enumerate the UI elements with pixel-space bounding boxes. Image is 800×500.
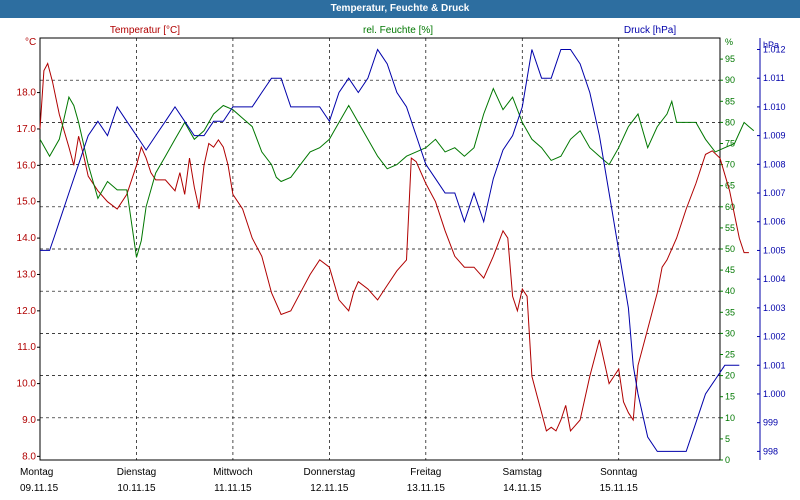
temp-tick-label: 16.0	[17, 160, 37, 171]
x-tick-day: Sonntag	[600, 467, 637, 478]
temp-tick-label: 8.0	[22, 451, 36, 462]
temp-tick-label: 18.0	[17, 88, 37, 99]
x-tick-date: 13.11.15	[407, 483, 446, 494]
axis-labels: °C% hPa Temperatur [°C] rel. Feuchte [%] Dru…	[20, 25, 779, 494]
hum-tick-label: 5	[725, 434, 730, 444]
grid	[40, 38, 720, 460]
pres-tick-label: 1.001	[763, 360, 786, 370]
hum-tick-label: 30	[725, 328, 735, 338]
pres-tick-label: 1.011	[763, 73, 785, 83]
hum-tick-label: 10	[725, 413, 735, 423]
hum-tick-label: 80	[725, 117, 735, 127]
temp-tick-label: 9.0	[22, 415, 36, 426]
x-tick-day: Donnerstag	[304, 467, 356, 478]
hum-tick-label: 35	[725, 307, 735, 317]
pres-tick-label: 998	[763, 446, 778, 456]
temp-tick-label: 12.0	[17, 306, 37, 317]
pres-tick-label: 1.002	[763, 332, 786, 342]
x-tick-day: Mittwoch	[213, 467, 252, 478]
hum-unit: %	[725, 37, 733, 47]
temp-unit: °C	[25, 37, 36, 48]
series-humidity-line	[39, 87, 755, 258]
hum-tick-label: 25	[725, 350, 735, 360]
x-tick-date: 11.11.15	[214, 483, 252, 494]
hum-tick-label: 95	[725, 54, 735, 64]
series-temperature-line	[39, 62, 749, 432]
x-tick-date: 15.11.15	[600, 483, 639, 494]
temp-tick-label: 11.0	[17, 342, 36, 353]
pres-tick-label: 1.005	[763, 245, 786, 255]
hum-tick-label: 75	[725, 139, 735, 149]
x-tick-date: 09.11.15	[20, 483, 59, 494]
series-pressure-line	[40, 48, 740, 452]
x-tick-day: Montag	[20, 467, 53, 478]
humidity-axis-title: rel. Feuchte [%]	[363, 25, 433, 36]
pres-tick-label: 1.004	[763, 274, 786, 284]
series-lines	[39, 48, 755, 452]
pres-tick-label: 1.008	[763, 159, 786, 169]
hum-tick-label: 0	[725, 455, 730, 465]
hum-tick-label: 60	[725, 202, 735, 212]
pres-tick-label: 1.010	[763, 102, 786, 112]
hum-tick-label: 45	[725, 265, 735, 275]
hum-tick-label: 90	[725, 75, 735, 85]
chart-canvas: 8.0 9.0 10.0 11.0 12.0 13.0 14.0 15.0 16.0 17.0 18…	[17, 25, 786, 494]
axes: 8.0 9.0 10.0 11.0 12.0 13.0 14.0 15.0 16.0 17.0 18…	[17, 37, 786, 465]
pres-tick-label: 1.012	[763, 44, 786, 54]
temp-tick-label: 17.0	[17, 124, 37, 135]
temp-tick-label: 15.0	[17, 197, 37, 208]
hum-tick-label: 40	[725, 286, 735, 296]
temp-tick-label: 10.0	[17, 379, 37, 390]
hum-tick-label: 70	[725, 160, 735, 170]
x-tick-day: Samstag	[503, 467, 542, 478]
hum-tick-label: 55	[725, 223, 735, 233]
temp-tick-label: 13.0	[17, 269, 37, 280]
pres-tick-label: 1.000	[763, 389, 786, 399]
pres-unit: hPa	[763, 40, 779, 50]
x-tick-date: 14.11.15	[503, 483, 542, 494]
pres-tick-label: 1.007	[763, 188, 786, 198]
window-title: Temperatur, Feuchte & Druck	[0, 0, 800, 18]
hum-tick-label: 20	[725, 371, 735, 381]
pres-tick-label: 999	[763, 418, 778, 428]
x-tick-date: 12.11.15	[310, 483, 349, 494]
hum-tick-label: 50	[725, 244, 735, 254]
temp-tick-label: 14.0	[17, 233, 37, 244]
pres-tick-label: 1.006	[763, 217, 786, 227]
pressure-axis-title: Druck [hPa]	[624, 25, 676, 36]
pres-tick-label: 1.003	[763, 303, 786, 313]
pres-tick-label: 1.009	[763, 131, 786, 141]
temperature-axis-title: Temperatur [°C]	[110, 25, 180, 36]
hum-tick-label: 15	[725, 392, 735, 402]
hum-tick-label: 85	[725, 96, 735, 106]
x-tick-day: Freitag	[410, 467, 441, 478]
hum-tick-label: 65	[725, 181, 735, 191]
x-tick-day: Dienstag	[117, 467, 156, 478]
x-tick-date: 10.11.15	[117, 483, 156, 494]
